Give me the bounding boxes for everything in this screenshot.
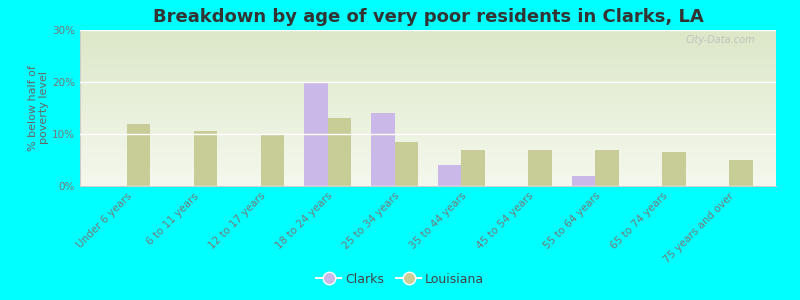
Bar xyxy=(438,165,462,186)
Bar xyxy=(394,142,418,186)
Bar xyxy=(304,82,328,186)
Bar xyxy=(595,150,618,186)
Bar xyxy=(194,131,217,186)
Text: City-Data.com: City-Data.com xyxy=(686,35,755,45)
Title: Breakdown by age of very poor residents in Clarks, LA: Breakdown by age of very poor residents … xyxy=(153,8,703,26)
Bar xyxy=(127,124,150,186)
Bar xyxy=(261,134,284,186)
Bar xyxy=(528,150,552,186)
Bar xyxy=(729,160,753,186)
Bar xyxy=(328,118,351,186)
Legend: Clarks, Louisiana: Clarks, Louisiana xyxy=(311,268,489,291)
Bar xyxy=(462,150,485,186)
Bar xyxy=(662,152,686,186)
Y-axis label: % below half of
poverty level: % below half of poverty level xyxy=(28,65,50,151)
Bar xyxy=(572,176,595,186)
Bar xyxy=(371,113,394,186)
